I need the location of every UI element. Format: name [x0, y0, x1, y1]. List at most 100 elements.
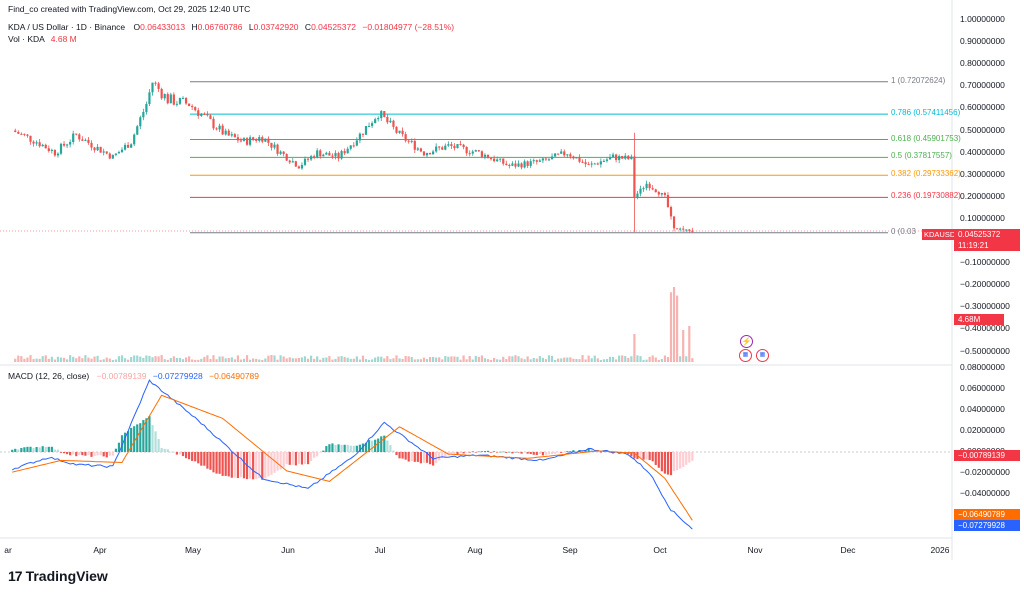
symbol-legend[interactable]: KDA / US Dollar · 1D · Binance O0.064330… [8, 22, 454, 33]
volume-bar [432, 356, 435, 362]
volume-bar [380, 356, 383, 362]
macd-histogram-bar [294, 452, 297, 466]
price-axis-label: −0.50000000 [960, 345, 1010, 356]
volume-bar [270, 355, 273, 362]
candle-body [413, 140, 416, 150]
volume-bar [206, 355, 209, 362]
time-axis-label: Dec [840, 545, 856, 555]
volume-bar [151, 357, 154, 362]
volume-bar [465, 359, 468, 362]
candle-body [282, 151, 285, 155]
volume-bar [419, 359, 422, 362]
lightning-event-icon[interactable]: ⚡ [740, 335, 753, 348]
macd-histogram-bar [99, 452, 102, 456]
volume-bar [239, 359, 243, 362]
candle-body [486, 154, 490, 159]
volume-bar [374, 357, 377, 362]
volume-bar [212, 355, 215, 362]
macd-histogram-bar [139, 423, 142, 452]
macd-line [11, 379, 693, 530]
volume-legend[interactable]: Vol · KDA 4.68 M [8, 34, 77, 45]
macd-histogram-bar [657, 452, 660, 468]
volume-bar [53, 359, 56, 362]
macd-axis-label: 0.02000000 [960, 425, 1005, 435]
candle-body [160, 88, 163, 99]
candle-body [557, 153, 560, 155]
candle-body [572, 156, 575, 159]
time-axis-label: ar [4, 545, 12, 555]
candle-body [325, 152, 328, 155]
volume-bar [593, 355, 596, 362]
macd-histogram-bar [169, 451, 172, 453]
candle-body [602, 160, 605, 162]
volume-bar [178, 357, 182, 362]
macd-histogram-bar [462, 452, 465, 454]
macd-histogram-bar [151, 425, 154, 452]
macd-histogram-bar [349, 445, 352, 452]
candle-body [529, 161, 532, 166]
volume-bar [258, 359, 261, 362]
macd-histogram-bar [413, 452, 416, 462]
volume-bar [554, 359, 557, 362]
volume-bar [645, 359, 648, 362]
candle-body [279, 151, 282, 154]
volume-bar [233, 359, 236, 362]
candle-body [371, 123, 374, 126]
macd-histogram-bar [526, 452, 529, 454]
created-by-text: Find_co created with TradingView.com, Oc… [8, 4, 251, 14]
volume-bar [666, 357, 670, 362]
macd-histogram-bar [285, 452, 288, 465]
volume-bar [264, 358, 267, 362]
macd-histogram-bar [300, 452, 304, 465]
volume-bar [587, 355, 590, 362]
candle-body [200, 113, 203, 116]
volume-bar [145, 355, 148, 362]
candle-body [99, 146, 102, 153]
macd-histogram-bar [428, 452, 432, 465]
candle-body [78, 134, 81, 140]
candle-body [691, 230, 694, 232]
volume-bar [99, 359, 102, 362]
macd-histogram-bar [236, 452, 239, 479]
macd-histogram-bar [651, 452, 654, 462]
macd-legend[interactable]: MACD (12, 26, close) −0.00789139 −0.0727… [8, 371, 259, 382]
macd-histogram-bar [398, 452, 401, 459]
volume-bar [682, 330, 685, 362]
macd-histogram-bar [117, 442, 121, 452]
us-flag-event-icon-2[interactable]: ▦ [756, 349, 769, 362]
macd-axis-label: −0.02000000 [960, 467, 1010, 477]
volume-bar [483, 358, 487, 362]
fib-level-label: 0 (0.03 [891, 226, 916, 236]
volume-bar [480, 355, 483, 362]
volume-bar [413, 359, 416, 362]
candle-body [181, 97, 185, 99]
candle-body [203, 113, 206, 115]
candle-body [383, 111, 386, 117]
macd-histogram-bar [340, 444, 343, 452]
volume-bar [352, 358, 355, 362]
volume-bar [499, 359, 502, 362]
macd-histogram-bar [465, 452, 468, 453]
close-value: 0.04525372 [311, 22, 356, 32]
volume-bar [120, 355, 124, 362]
us-flag-event-icon[interactable]: ▦ [739, 349, 752, 362]
candle-body [554, 153, 557, 157]
candle-body [456, 144, 459, 149]
candle-body [374, 119, 377, 124]
candle-body [355, 140, 358, 146]
macd-histogram-bar [78, 452, 81, 456]
volume-bar [154, 356, 157, 362]
macd-histogram-bar [633, 452, 636, 459]
candle-body [17, 131, 20, 134]
candle-body [416, 148, 419, 150]
candle-body [166, 94, 169, 104]
volume-bar [392, 358, 395, 362]
macd-histogram-bar [419, 452, 422, 464]
macd-histogram-bar [96, 452, 99, 456]
candle-body [477, 150, 480, 152]
volume-bar [532, 357, 535, 362]
volume-bar [273, 355, 276, 362]
volume-bar [133, 355, 136, 362]
price-axis-label: 0.80000000 [960, 58, 1005, 69]
